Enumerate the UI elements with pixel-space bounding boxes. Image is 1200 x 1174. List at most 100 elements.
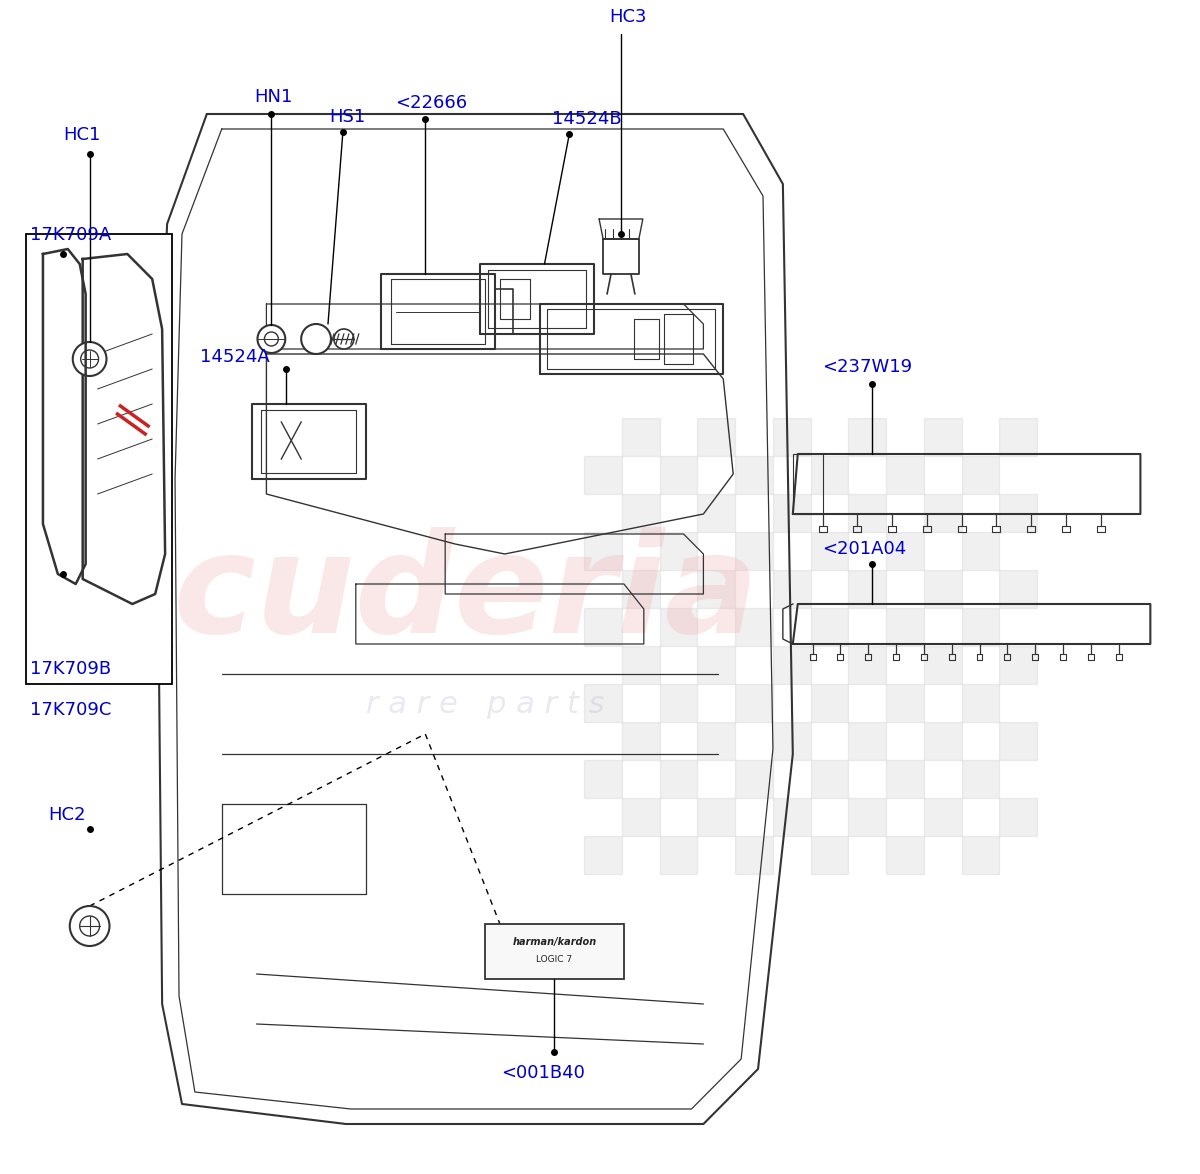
- Bar: [660, 836, 697, 873]
- Bar: [584, 836, 622, 873]
- Bar: [1000, 418, 1037, 456]
- Bar: [584, 456, 622, 494]
- Bar: [485, 924, 624, 979]
- Bar: [1000, 646, 1037, 684]
- Bar: [848, 494, 886, 532]
- Bar: [660, 608, 697, 646]
- Bar: [1000, 571, 1037, 608]
- Bar: [736, 608, 773, 646]
- Text: harman/kardon: harman/kardon: [512, 937, 596, 946]
- Bar: [848, 646, 886, 684]
- Text: HS1: HS1: [329, 108, 365, 126]
- Bar: [773, 798, 811, 836]
- Circle shape: [258, 325, 286, 353]
- Bar: [1000, 798, 1037, 836]
- Text: 14524B: 14524B: [552, 110, 622, 128]
- Bar: [584, 532, 622, 571]
- Circle shape: [301, 324, 331, 355]
- Bar: [660, 684, 697, 722]
- Bar: [26, 234, 172, 684]
- Bar: [697, 722, 736, 760]
- Bar: [697, 571, 736, 608]
- Bar: [622, 494, 660, 532]
- Text: <237W19: <237W19: [822, 358, 913, 376]
- Bar: [660, 456, 697, 494]
- Circle shape: [80, 350, 98, 367]
- Bar: [924, 722, 961, 760]
- Bar: [584, 684, 622, 722]
- Text: HN1: HN1: [254, 88, 293, 106]
- Bar: [773, 646, 811, 684]
- Bar: [924, 494, 961, 532]
- Bar: [622, 798, 660, 836]
- Bar: [584, 608, 622, 646]
- Bar: [622, 722, 660, 760]
- Bar: [1000, 494, 1037, 532]
- Text: 14524A: 14524A: [200, 348, 270, 366]
- Bar: [622, 646, 660, 684]
- Text: <22666: <22666: [396, 94, 468, 112]
- Text: HC1: HC1: [62, 126, 100, 144]
- Text: 17K709B: 17K709B: [30, 660, 112, 679]
- Bar: [886, 760, 924, 798]
- Text: 17K709A: 17K709A: [30, 227, 112, 244]
- Bar: [660, 532, 697, 571]
- Bar: [961, 608, 1000, 646]
- Bar: [961, 456, 1000, 494]
- Bar: [584, 760, 622, 798]
- Circle shape: [79, 916, 100, 936]
- Bar: [961, 836, 1000, 873]
- Bar: [736, 532, 773, 571]
- Bar: [961, 760, 1000, 798]
- Bar: [924, 418, 961, 456]
- Circle shape: [70, 906, 109, 946]
- Bar: [886, 532, 924, 571]
- Bar: [811, 532, 848, 571]
- Circle shape: [334, 329, 354, 349]
- Bar: [886, 684, 924, 722]
- Bar: [660, 760, 697, 798]
- Bar: [848, 571, 886, 608]
- Bar: [848, 418, 886, 456]
- Bar: [773, 571, 811, 608]
- Bar: [697, 494, 736, 532]
- Bar: [622, 571, 660, 608]
- Bar: [886, 836, 924, 873]
- Bar: [811, 608, 848, 646]
- Text: HC2: HC2: [48, 807, 85, 824]
- Bar: [961, 684, 1000, 722]
- Bar: [736, 684, 773, 722]
- Bar: [848, 798, 886, 836]
- Bar: [924, 571, 961, 608]
- Text: <201A04: <201A04: [822, 540, 907, 558]
- Text: LOGIC 7: LOGIC 7: [536, 954, 572, 964]
- Bar: [811, 456, 848, 494]
- Text: r a r e   p a r t s: r a r e p a r t s: [366, 689, 604, 718]
- Bar: [1000, 722, 1037, 760]
- Bar: [811, 684, 848, 722]
- Text: HC3: HC3: [610, 8, 647, 26]
- Text: <001B40: <001B40: [500, 1064, 584, 1082]
- Bar: [697, 646, 736, 684]
- Bar: [848, 722, 886, 760]
- Bar: [811, 760, 848, 798]
- Bar: [697, 418, 736, 456]
- Circle shape: [73, 342, 107, 376]
- Text: 17K709C: 17K709C: [30, 701, 112, 718]
- Circle shape: [264, 332, 278, 346]
- Bar: [736, 456, 773, 494]
- Bar: [924, 646, 961, 684]
- Bar: [736, 836, 773, 873]
- Bar: [736, 760, 773, 798]
- Bar: [961, 532, 1000, 571]
- Bar: [886, 608, 924, 646]
- Bar: [811, 836, 848, 873]
- Text: scuderia: scuderia: [91, 526, 760, 661]
- Bar: [773, 418, 811, 456]
- Bar: [773, 494, 811, 532]
- Bar: [622, 418, 660, 456]
- Bar: [697, 798, 736, 836]
- Bar: [886, 456, 924, 494]
- Bar: [924, 798, 961, 836]
- Bar: [773, 722, 811, 760]
